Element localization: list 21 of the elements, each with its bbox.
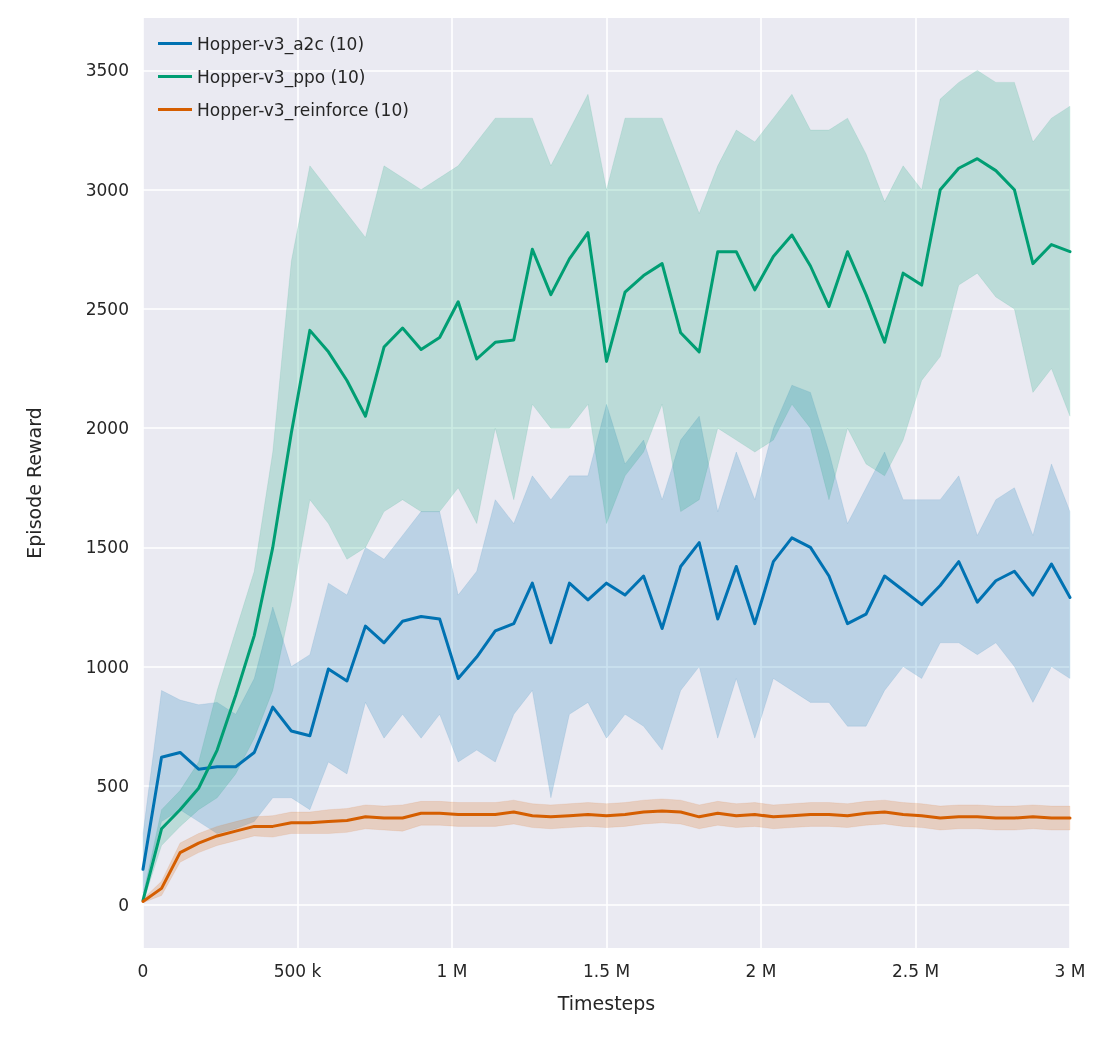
y-tick-label: 3500 [85, 60, 129, 81]
x-axis-title: Timesteps [556, 991, 656, 1014]
legend-label: Hopper-v3_reinforce (10) [197, 99, 409, 121]
x-tick-label: 1.5 M [582, 960, 631, 981]
y-tick-label: 0 [118, 895, 129, 916]
x-tick-label: 2.5 M [891, 960, 940, 981]
x-tick-label: 3 M [1054, 960, 1086, 981]
y-axis-title: Episode Reward [22, 407, 45, 559]
y-tick-label: 2000 [85, 418, 129, 439]
y-tick-label: 2500 [85, 298, 129, 319]
x-tick-label: 500 k [273, 960, 322, 981]
x-tick-label: 1 M [436, 960, 468, 981]
x-tick-label: 2 M [745, 960, 777, 981]
y-tick-label: 1000 [85, 656, 129, 677]
y-tick-label: 3000 [85, 179, 129, 200]
legend-label: Hopper-v3_a2c (10) [197, 33, 365, 55]
line-series [141, 536, 1072, 871]
legend-label: Hopper-v3_ppo (10) [197, 66, 366, 88]
y-tick-label: 1500 [85, 537, 129, 558]
y-tick-label: 500 [96, 775, 129, 796]
x-tick-label: 0 [137, 960, 149, 981]
